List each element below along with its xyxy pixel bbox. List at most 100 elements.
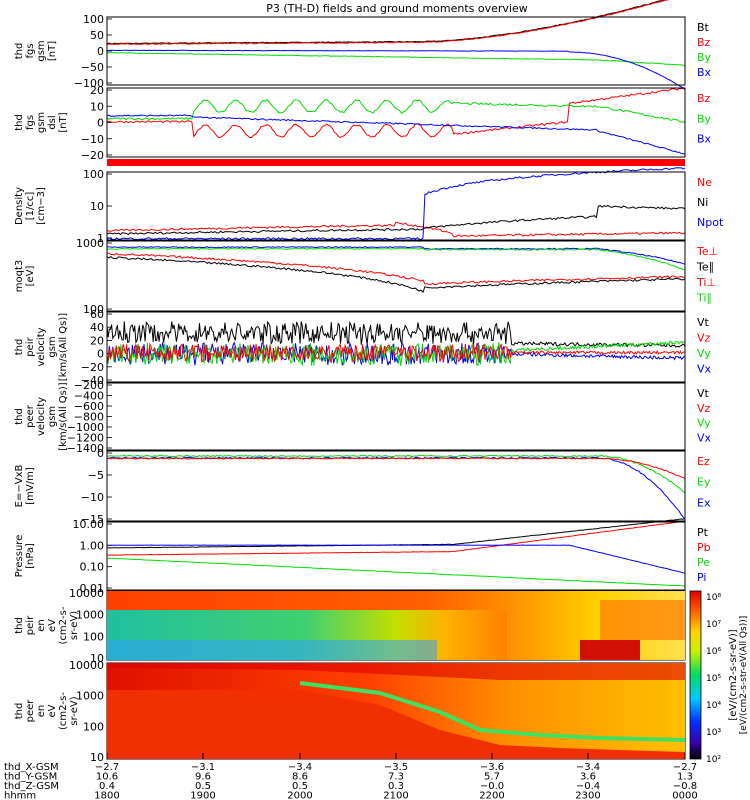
legend-entry: Vx (697, 431, 712, 444)
time-value: −3.6 (480, 762, 504, 773)
panel-8: 10.00 1.00 0.10 0.01 Pressure [nPa] Pt Pb Pe Pi (14, 518, 711, 595)
svg-text:thd: thd (14, 703, 25, 720)
ytick-label: 0 (97, 117, 104, 130)
time-value: −0.0 (480, 781, 504, 792)
ytick-label: 0 (97, 447, 104, 460)
series-Bz (106, 0, 669, 45)
series-Ne (106, 221, 686, 238)
ylabel: moqt3 [eV] (14, 260, 36, 293)
svg-text:eV: eV (47, 619, 58, 632)
ytick-label: −20 (81, 361, 104, 374)
svg-text:gsm: gsm (36, 40, 47, 61)
legend-entry: Bt (697, 21, 710, 34)
series-Vx (106, 341, 685, 366)
series-Pt (106, 518, 686, 549)
svg-text:[eV]: [eV] (25, 266, 36, 287)
ytick-label: −1000 (67, 421, 104, 434)
ylabel: Density [1/cc] [cm−3] (14, 187, 47, 225)
time-value: −3.4 (288, 762, 312, 773)
ytick-label: 1000 (76, 690, 104, 703)
ytick-label: 100 (83, 168, 104, 181)
legend-entry: Vt (697, 387, 710, 400)
svg-text:velocity: velocity (36, 327, 47, 366)
time-row-label: thd_X-GSM (4, 762, 59, 773)
time-value: −2.7 (673, 762, 697, 773)
svg-text:[km/s(All Qs)]: [km/s(All Qs)] (58, 382, 69, 450)
svg-text:peer: peer (25, 404, 36, 428)
panel-4: 1000 100 moqt3 [eV] Te⊥ Te∥ Ti⊥ Ti∥ (14, 237, 718, 316)
series-Pi (106, 544, 686, 574)
series-By (106, 99, 686, 124)
svg-text:[1/cc]: [1/cc] (25, 192, 36, 221)
ytick-label: −600 (74, 400, 104, 413)
time-value: 3.6 (580, 772, 596, 783)
ytick-label: −20 (81, 149, 104, 162)
ytick-label: 10 (90, 200, 104, 213)
ylabel: thd peir en eV (cm2-s-sr-eV) (14, 606, 80, 644)
svg-text:moqt3: moqt3 (14, 260, 25, 293)
ytick-label: 10.00 (73, 518, 105, 531)
ytick-label: 100 (83, 303, 104, 316)
ytick-label: 1.00 (80, 539, 105, 552)
legend-entry: Ti⊥ (696, 276, 716, 289)
legend-entry: Ey (697, 476, 711, 489)
ytick-label: 100 (83, 720, 104, 733)
time-value: 2000 (287, 791, 312, 800)
ytick-label: 60 (90, 308, 104, 321)
series-Vt (106, 320, 686, 348)
series-Ex (106, 456, 686, 520)
svg-text:[eV/(cm2-s-sr-eV)]: [eV/(cm2-s-sr-eV)] (728, 629, 739, 720)
svg-text:gsm: gsm (47, 406, 58, 427)
svg-text:[eV/(cm2-s-str-eV(All Qs))]: [eV/(cm2-s-str-eV(All Qs))] (739, 616, 749, 735)
legend-entry: Pe (697, 556, 710, 569)
panel-10: 10000 1000 100 10 thd peer en eV (cm2-s-sr-eV) (14, 659, 112, 764)
svg-text:dsl: dsl (47, 115, 58, 129)
ytick-label: 10000 (69, 659, 104, 672)
legend-entry: Ez (697, 455, 710, 468)
colorbar-tick: 10³ (706, 728, 721, 738)
legend-entry: Pb (697, 541, 711, 554)
time-value: −0.4 (576, 781, 600, 792)
time-value: 0.4 (99, 781, 115, 792)
colorbar-tick: 10² (706, 755, 721, 765)
panel-frame (106, 521, 686, 591)
legend-entry: Vy (697, 417, 711, 430)
panel-9: 10000 1000 100 10 thd peir en eV (cm2-s-sr-eV) (14, 587, 112, 665)
colorbar-tick: 10⁶ (706, 647, 721, 657)
time-value: 8.6 (292, 772, 308, 783)
ytick-label: 1000 (76, 609, 104, 622)
svg-text:fgs: fgs (25, 43, 36, 58)
svg-text:thd: thd (14, 114, 25, 131)
ytick-label: 50 (90, 29, 104, 42)
legend-entry: Ex (697, 496, 711, 509)
legend-entry: Ti∥ (696, 292, 712, 305)
ytick-label: 0.10 (80, 561, 105, 574)
time-row-label: thd_Z-GSM (4, 781, 59, 792)
legend-entry: Pt (697, 526, 709, 539)
time-value: 0.5 (195, 781, 211, 792)
series-Ez (106, 457, 686, 480)
svg-text:thd: thd (14, 43, 25, 60)
panel-2: 20 10 0 −10 −20 thd fgs gsm dsl [nT] Bz By Bx (14, 84, 712, 162)
svg-text:peer: peer (25, 699, 36, 723)
ytick-label: 0.01 (80, 582, 105, 595)
svg-text:peir: peir (25, 615, 36, 635)
series-Te-par (106, 255, 686, 294)
legend-entry: Bx (697, 133, 712, 146)
time-value: −0.8 (673, 781, 697, 792)
legend-entry: Vx (697, 363, 712, 376)
panel-frame (106, 450, 686, 522)
svg-text:sr-eV): sr-eV) (69, 611, 80, 640)
svg-text:thd: thd (14, 339, 25, 356)
colorbar-tick: 10⁷ (706, 620, 721, 630)
time-row-label: thd_Y-GSM (4, 772, 57, 783)
time-value: 5.7 (484, 772, 500, 783)
time-value: 2300 (575, 791, 600, 800)
svg-text:en: en (36, 705, 47, 718)
time-value: −2.7 (95, 762, 119, 773)
ytick-label: −200 (74, 379, 104, 392)
series-Pe (106, 557, 686, 587)
legend-entry: Ni (697, 196, 708, 209)
panel-frame (106, 87, 686, 158)
